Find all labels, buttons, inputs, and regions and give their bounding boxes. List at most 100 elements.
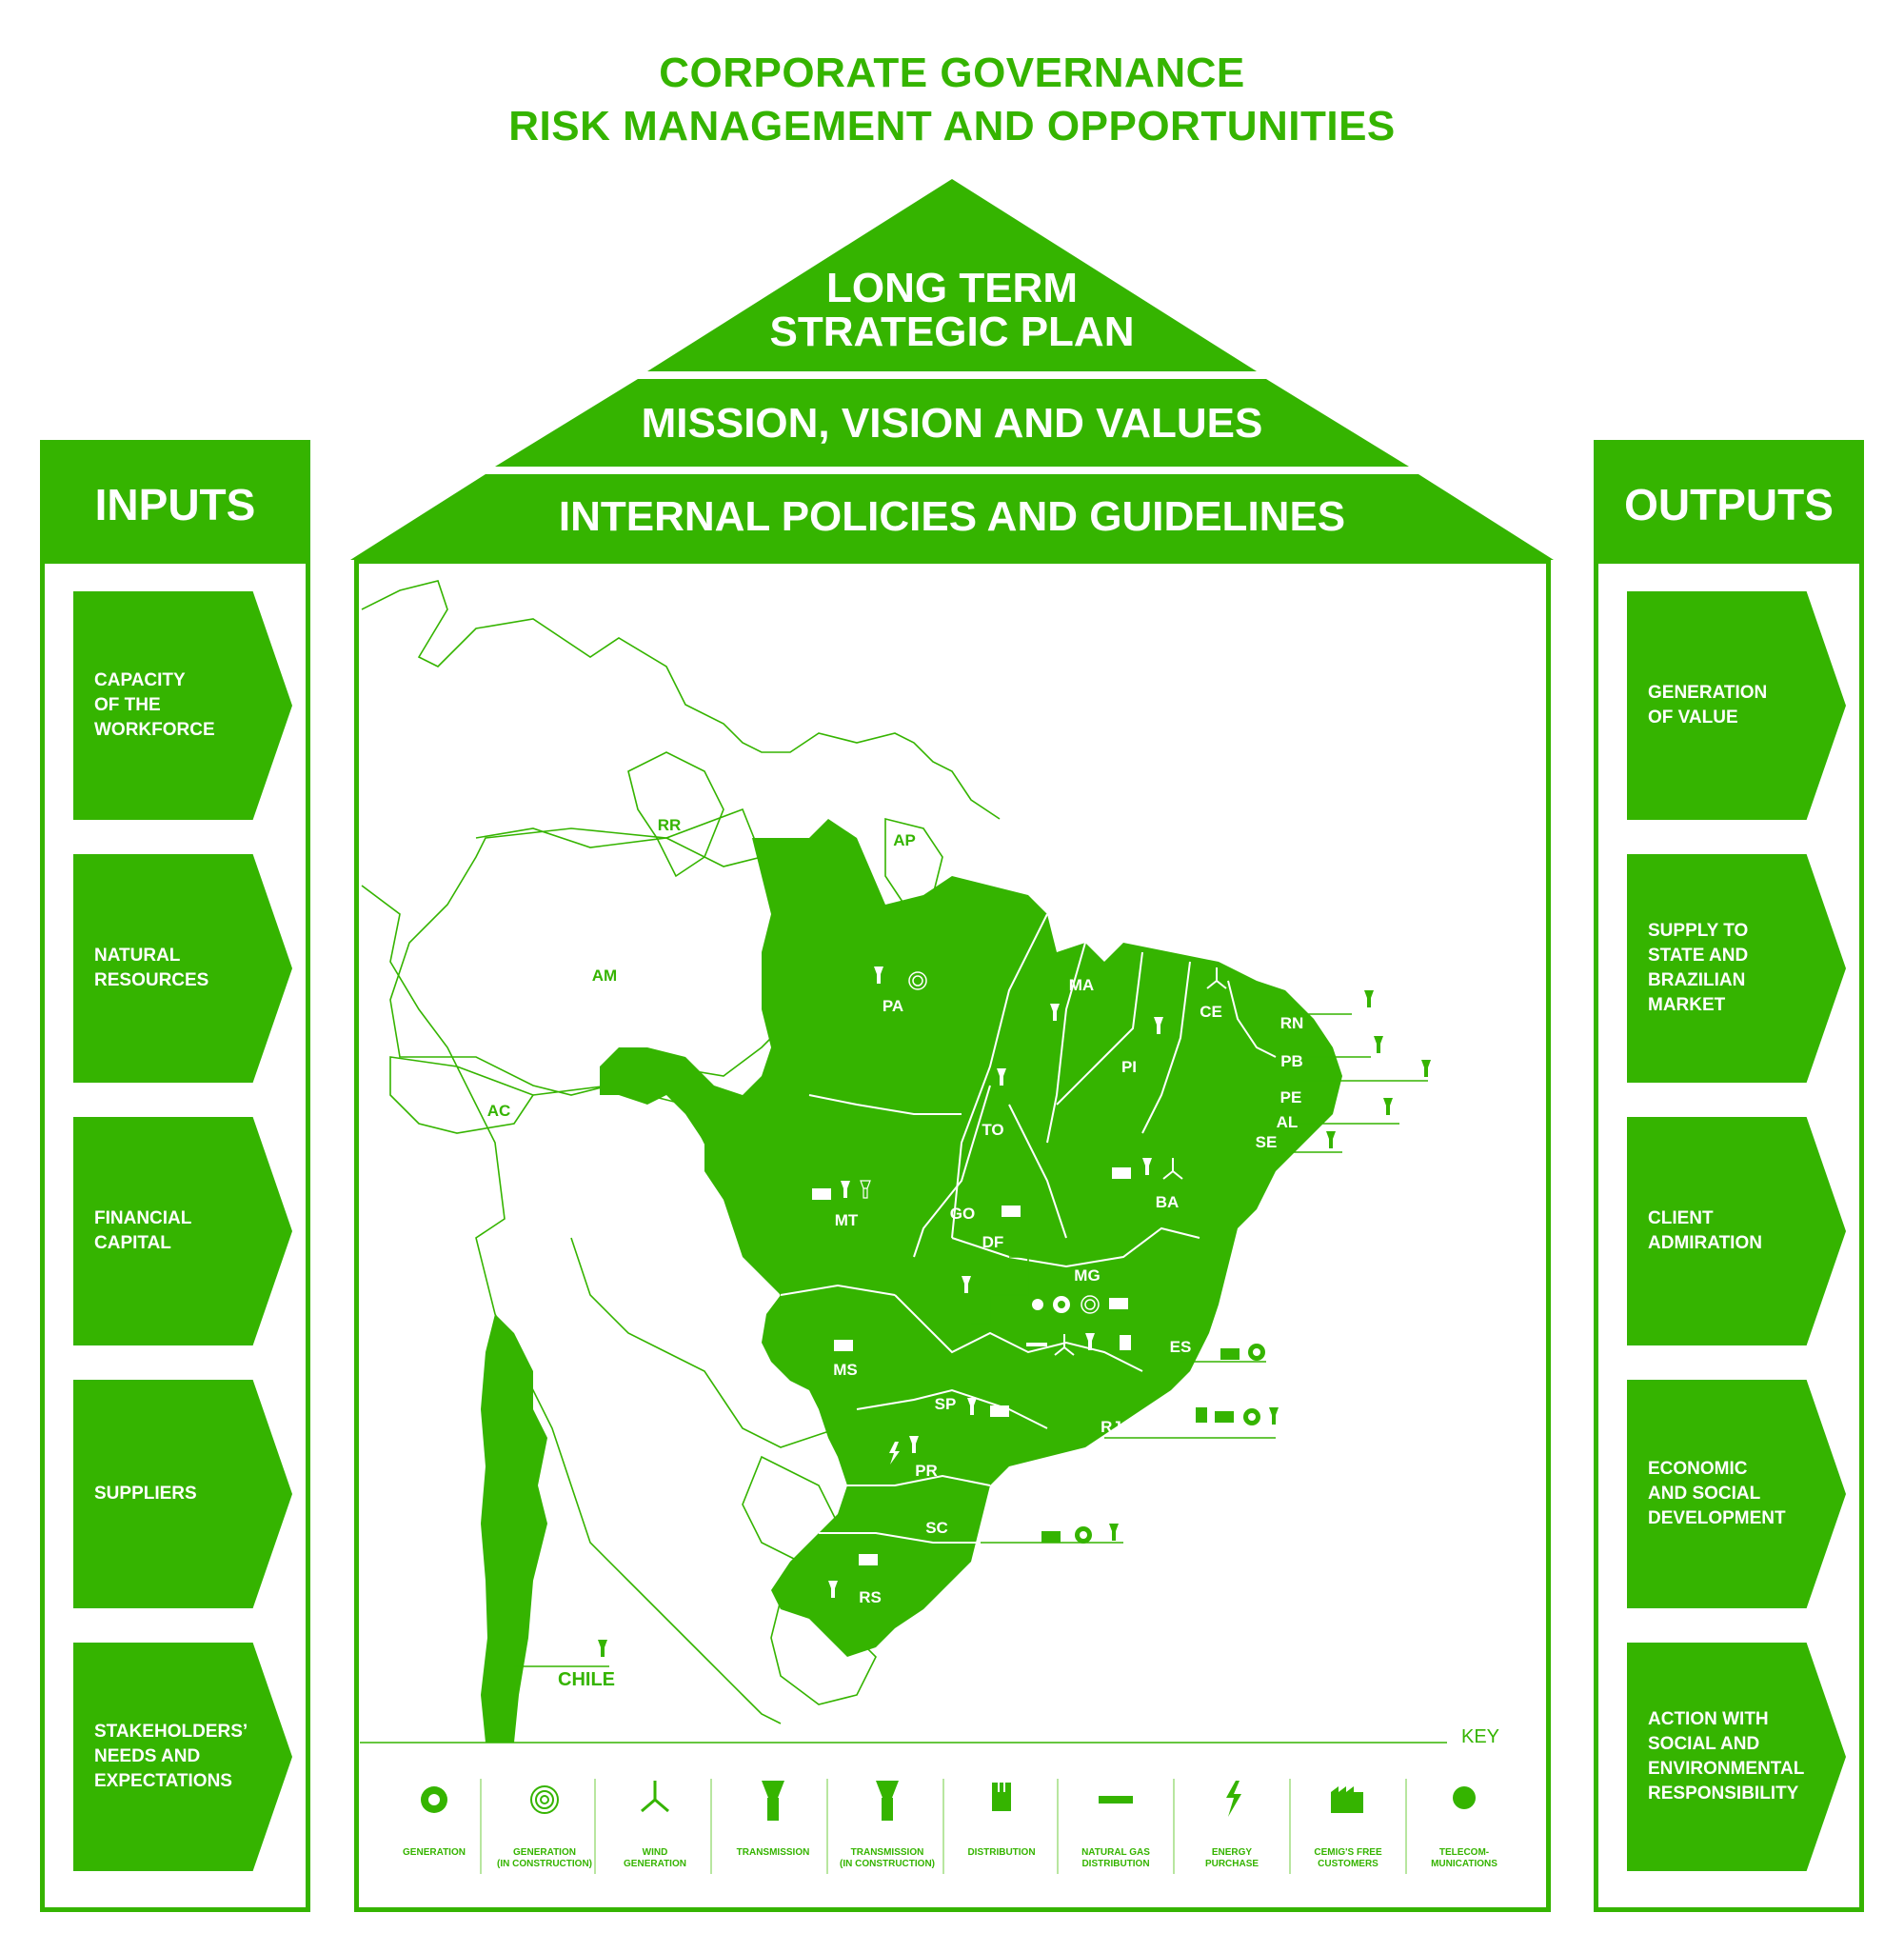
wind-generation-icon [641,1781,669,1813]
state-label-PB: PB [1280,1052,1303,1070]
state-border [1141,961,1191,1134]
header-line-2: RISK MANAGEMENT AND OPPORTUNITIES [508,103,1396,149]
free-customers-icon [1041,1531,1061,1543]
state-border [913,1085,991,1258]
output-item: ACTION WITH SOCIAL AND ENVIRONMENTAL RES… [1627,1643,1846,1871]
transmission-icon [598,1640,607,1657]
state-border [1008,1104,1067,1239]
state-label-MA: MA [1069,976,1094,994]
transmission-construction-icon [860,1180,871,1199]
key-separator [1289,1779,1291,1874]
key-separator [594,1779,596,1874]
key-item-telecom: TELECOM- MUNICATIONS [1407,1771,1521,1869]
key-caption: GENERATION (IN CONSTRUCTION) [497,1847,592,1869]
key-item-energy-purchase: ENERGY PURCHASE [1175,1771,1289,1869]
state-label-PE: PE [1280,1088,1302,1106]
key-separator [1057,1779,1059,1874]
generation-construction-icon [908,971,927,990]
transmission-icon [1364,990,1374,1007]
inputs-panel: INPUTS CAPACITY OF THE WORKFORCE NATURAL… [40,440,310,1912]
key-item-distribution: DISTRIBUTION [944,1771,1059,1858]
state-label-PR: PR [915,1462,938,1480]
generation-icon [421,1786,447,1813]
input-item: CAPACITY OF THE WORKFORCE [73,591,292,820]
state-border [1046,942,1086,1144]
output-item: CLIENT ADMIRATION [1627,1117,1846,1345]
state-label-RS: RS [859,1588,882,1606]
state-label-RJ: RJ [1101,1418,1121,1436]
transmission-icon [962,1276,971,1293]
key-caption: ENERGY PURCHASE [1204,1847,1259,1869]
map-outline-am [389,807,801,1096]
key-caption: CEMIG'S FREE CUSTOMERS [1314,1847,1382,1869]
key-caption: TRANSMISSION (IN CONSTRUCTION) [840,1847,935,1869]
map-outline-north [361,580,1001,820]
natural-gas-icon [1099,1796,1133,1804]
key-separator [1405,1779,1407,1874]
map-outline-ac [389,1056,535,1134]
state-label-PI: PI [1121,1058,1137,1076]
state-label-MG: MG [1074,1266,1100,1285]
outputs-panel: OUTPUTS GENERATION OF VALUE SUPPLY TO ST… [1594,440,1864,1912]
free-customers-icon [1112,1167,1131,1179]
transmission-icon [1085,1333,1095,1350]
free-customers-icon [812,1188,831,1200]
input-item: FINANCIAL CAPITAL [73,1117,292,1345]
roof-bottom [350,474,1554,560]
state-label-AP: AP [893,831,916,849]
generation-construction-icon [530,1785,559,1814]
state-label-RR: RR [658,816,682,834]
input-item: SUPPLIERS [73,1380,292,1608]
state-label-DF: DF [982,1233,1004,1251]
state-border [951,913,1048,1239]
state-label-CE: CE [1200,1003,1222,1021]
roof-graphic [350,179,1554,560]
state-label-AC: AC [487,1102,511,1120]
free-customers-icon [1220,1348,1240,1360]
transmission-construction-icon [876,1781,899,1821]
key-separator [826,1779,828,1874]
output-item: ECONOMIC AND SOCIAL DEVELOPMENT [1627,1380,1846,1608]
wind-generation-icon [1054,1334,1075,1356]
key-caption: DISTRIBUTION [967,1847,1036,1858]
state-border [819,1532,981,1544]
state-border [838,1474,991,1486]
distribution-icon [1120,1335,1131,1350]
input-item-label: CAPACITY OF THE WORKFORCE [94,670,215,740]
transmission-icon [1374,1036,1383,1053]
transmission-icon [1154,1017,1163,1034]
distribution-icon [992,1783,1011,1811]
roof-middle [495,379,1409,467]
transmission-icon [1269,1407,1279,1425]
key-item-free-customers: CEMIG'S FREE CUSTOMERS [1291,1771,1405,1869]
free-customers-icon [990,1405,1009,1417]
telecom-icon [1453,1786,1476,1809]
state-label-BA: BA [1156,1193,1180,1211]
map-outline-rr [627,751,724,878]
state-label-MT: MT [835,1211,859,1229]
output-item: SUPPLY TO STATE AND BRAZILIAN MARKET [1627,854,1846,1083]
key-caption: TRANSMISSION [736,1847,810,1858]
free-customers-icon [1331,1786,1363,1813]
state-label-AL: AL [1277,1113,1299,1131]
roof-bottom-label: INTERNAL POLICIES AND GUIDELINES [558,493,1346,540]
wind-generation-icon [1206,967,1227,989]
transmission-icon [967,1398,977,1415]
state-region-north [600,819,1342,1657]
output-item-label: ACTION WITH SOCIAL AND ENVIRONMENTAL RES… [1648,1709,1805,1804]
key-separator [1173,1779,1175,1874]
transmission-icon [828,1581,838,1598]
key-caption: GENERATION [403,1847,466,1858]
state-border [1056,951,1143,1106]
transmission-icon [1383,1098,1393,1115]
state-label-SE: SE [1256,1133,1278,1151]
state-border [856,1388,1048,1429]
free-customers-icon [1002,1206,1021,1217]
output-item: GENERATION OF VALUE [1627,591,1846,820]
roof-top [647,179,1257,371]
map-icons [598,967,1431,1657]
transmission-icon [1109,1524,1119,1541]
key-separator [710,1779,712,1874]
telecom-icon [1032,1299,1043,1310]
